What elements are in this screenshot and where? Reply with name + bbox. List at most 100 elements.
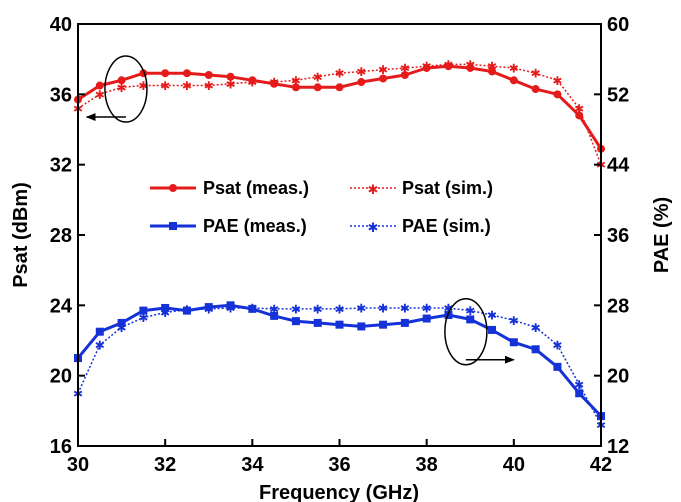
annotation-layer [85, 55, 515, 366]
x-tick-label-36: 36 [328, 454, 350, 476]
point-psat-sim-13: ✱ [356, 65, 366, 79]
x-tick-label-32: 32 [154, 454, 176, 476]
point-psat-meas-11 [313, 83, 322, 92]
point-psat-sim-1: ✱ [95, 88, 105, 102]
point-pae-meas-14 [379, 320, 388, 329]
point-psat-meas-19 [488, 67, 497, 76]
x-axis-title: Frequency (GHz) [259, 482, 419, 502]
point-pae-meas-23 [575, 389, 584, 398]
y-left-tick-label-24: 24 [50, 295, 73, 317]
point-psat-sim-20: ✱ [509, 61, 519, 75]
point-psat-sim-14: ✱ [378, 63, 388, 77]
x-tick-label-40: 40 [503, 454, 525, 476]
point-pae-meas-3 [139, 306, 148, 315]
point-pae-meas-11 [313, 318, 322, 327]
legend-marker-psat-meas [169, 184, 177, 192]
point-pae-meas-18 [466, 315, 475, 324]
point-psat-meas-18 [466, 63, 475, 72]
point-pae-meas-12 [335, 320, 344, 329]
y-right-tick-label-20: 20 [607, 366, 629, 388]
y-right-tick-label-36: 36 [607, 225, 629, 247]
point-pae-sim-21: ✱ [531, 321, 541, 335]
point-pae-sim-4: ✱ [160, 306, 170, 320]
ticks-layer: 30 32 34 36 38 40 42 16 20 24 28 32 36 40 12 20 28 36 44 52… [50, 14, 630, 476]
point-psat-meas-13 [357, 78, 366, 87]
legend-marker-psat-sim: ✱ [368, 183, 379, 198]
point-psat-sim-19: ✱ [487, 60, 497, 74]
point-pae-sim-7: ✱ [226, 301, 236, 315]
point-pae-meas-6 [204, 303, 213, 312]
point-pae-sim-5: ✱ [182, 303, 192, 317]
x-tick-label-38: 38 [416, 454, 438, 476]
point-psat-sim-16: ✱ [422, 60, 432, 74]
series-line-pae-sim [77, 307, 602, 426]
series-line-psat-sim [77, 63, 602, 165]
y-left-tick-label-32: 32 [50, 155, 72, 177]
annotation-ellipse-0 [104, 55, 148, 123]
point-psat-sim-11: ✱ [313, 70, 323, 84]
y-right-tick-label-12: 12 [607, 436, 629, 458]
point-pae-sim-9: ✱ [269, 302, 279, 316]
point-pae-meas-9 [270, 311, 279, 320]
point-pae-sim-10: ✱ [291, 302, 301, 316]
point-pae-meas-1 [95, 327, 104, 336]
point-psat-meas-1 [95, 81, 104, 90]
legend-label-pae-meas: PAE (meas.) [203, 216, 307, 236]
legend-entry-pae-meas: PAE (meas.) [150, 216, 307, 236]
legend-entry-psat-meas: Psat (meas.) [150, 178, 309, 198]
y-right-tick-label-52: 52 [607, 84, 629, 106]
point-pae-sim-20: ✱ [509, 314, 519, 328]
point-pae-sim-13: ✱ [356, 301, 366, 315]
point-psat-meas-6 [204, 70, 213, 79]
legend-label-psat-meas: Psat (meas.) [203, 178, 309, 198]
point-pae-meas-13 [357, 322, 366, 331]
x-tick-label-34: 34 [241, 454, 264, 476]
point-psat-sim-10: ✱ [291, 74, 301, 88]
point-pae-meas-10 [291, 317, 300, 326]
point-pae-meas-20 [509, 338, 518, 347]
point-pae-meas-21 [531, 345, 540, 354]
y-left-tick-label-16: 16 [50, 436, 72, 458]
point-psat-sim-7: ✱ [226, 77, 236, 91]
point-pae-meas-2 [117, 318, 126, 327]
point-pae-sim-3: ✱ [138, 311, 148, 325]
legend: Psat (meas.) ✱ Psat (sim.) PAE (meas.) ✱… [150, 178, 493, 236]
y-axis-left-title: Psat (dBm) [10, 182, 32, 288]
point-pae-sim-15: ✱ [400, 301, 410, 315]
point-psat-meas-21 [531, 85, 540, 94]
point-pae-sim-23: ✱ [574, 378, 584, 392]
annotation-ellipse-1 [444, 297, 488, 366]
y-right-tick-label-28: 28 [607, 295, 629, 317]
point-psat-sim-9: ✱ [269, 76, 279, 90]
point-psat-meas-22 [553, 90, 562, 99]
point-psat-meas-15 [400, 70, 409, 79]
y-right-tick-label-60: 60 [607, 14, 629, 36]
point-psat-sim-2: ✱ [117, 81, 127, 95]
y-axis-right-title: PAE (%) [651, 197, 673, 273]
point-pae-meas-8 [248, 304, 257, 313]
point-pae-meas-7 [226, 301, 235, 310]
point-pae-meas-4 [161, 303, 170, 312]
point-psat-sim-18: ✱ [465, 58, 475, 72]
point-psat-meas-17 [444, 62, 453, 71]
legend-marker-pae-sim: ✱ [368, 221, 379, 236]
point-psat-meas-4 [161, 69, 170, 78]
point-pae-meas-19 [488, 325, 497, 334]
point-psat-sim-12: ✱ [334, 67, 344, 81]
x-tick-label-30: 30 [67, 454, 89, 476]
point-pae-meas-16 [422, 314, 431, 323]
point-pae-sim-14: ✱ [378, 301, 388, 315]
point-pae-sim-2: ✱ [117, 321, 127, 335]
point-psat-meas-2 [117, 76, 126, 85]
point-psat-sim-15: ✱ [400, 61, 410, 75]
y-left-tick-label-28: 28 [50, 225, 72, 247]
point-pae-sim-8: ✱ [247, 301, 257, 315]
point-pae-sim-19: ✱ [487, 309, 497, 323]
y-left-tick-label-40: 40 [50, 14, 72, 36]
point-psat-sim-8: ✱ [247, 76, 257, 90]
point-psat-sim-4: ✱ [160, 79, 170, 93]
point-psat-meas-12 [335, 83, 344, 92]
y-right-tick-label-44: 44 [607, 155, 630, 177]
point-pae-sim-17: ✱ [443, 301, 453, 315]
